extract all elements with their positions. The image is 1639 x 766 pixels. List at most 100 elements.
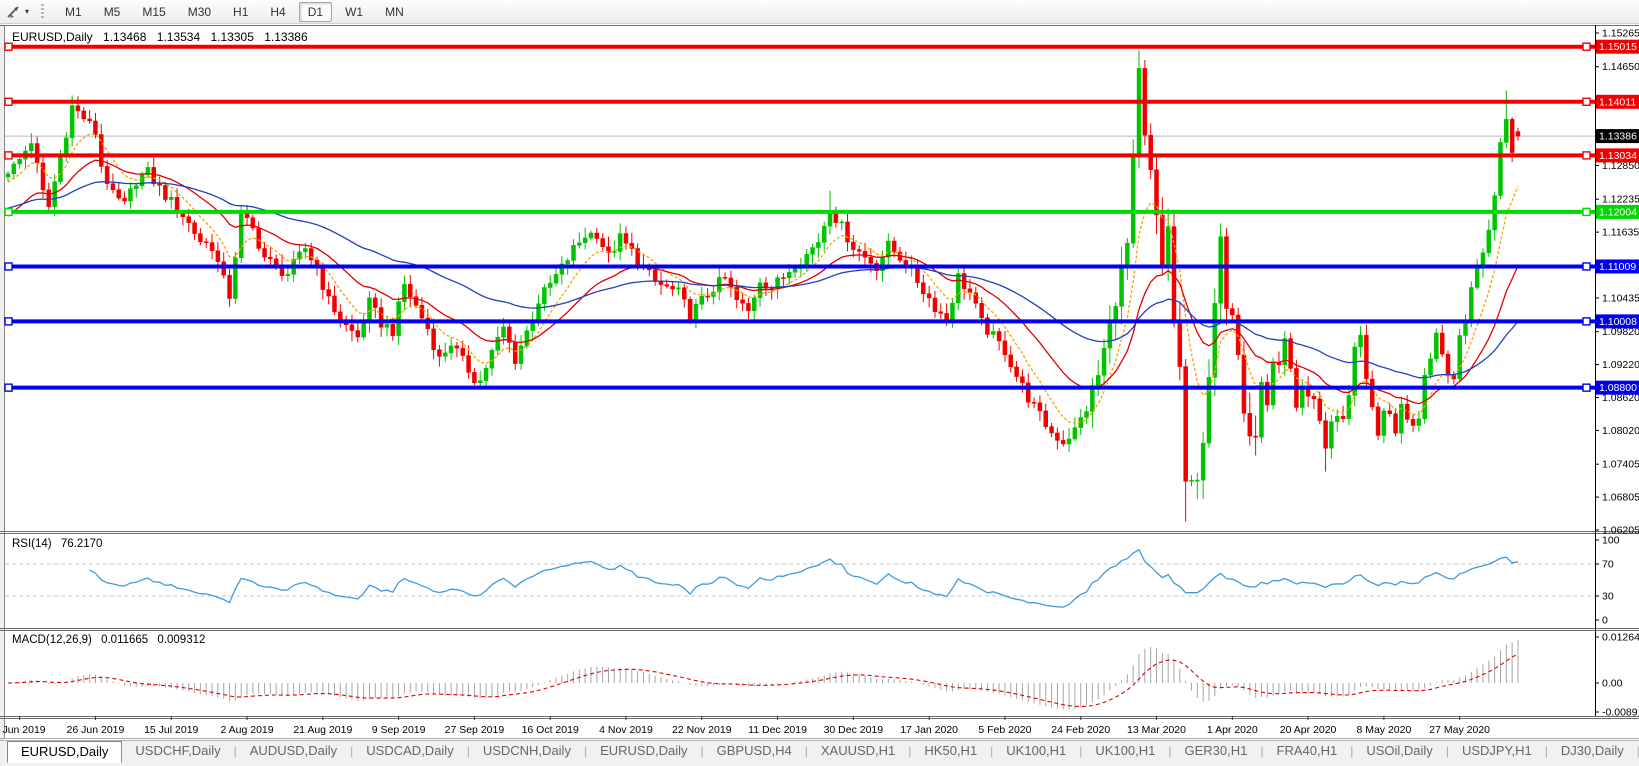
hline-right-anchor	[1582, 42, 1591, 51]
timeframe-button-m5[interactable]: M5	[103, 4, 121, 19]
tab-uk100-h1[interactable]: UK100,H1	[1095, 743, 1156, 758]
price-tick-label: 1.10435	[1602, 292, 1639, 304]
hline-left-anchor	[4, 383, 13, 392]
hline-right-anchor	[1582, 207, 1591, 217]
price-tick-label: 1.09220	[1602, 359, 1639, 371]
chart-tab-bar: EURUSD,Daily USDCHF,Daily | AUDUSD,Daily | US…	[0, 740, 1639, 766]
hline-price-label-box	[1596, 204, 1639, 219]
tab-gbpusd-h4[interactable]: GBPUSD,H4	[716, 743, 792, 758]
hline-price-label-text: 1.10008	[1599, 316, 1637, 328]
price-tick-label: 1.06205	[1602, 525, 1639, 537]
tab-separator: |	[1445, 744, 1449, 758]
tab-separator: |	[908, 744, 912, 758]
toolbar: ▾ M1 M5 M15 M30 H1 H4 D1 W1 MN	[0, 0, 1639, 24]
hline-price-label-text: 1.14011	[1599, 96, 1636, 108]
date-label: 30 Dec 2019	[824, 724, 884, 736]
tab-fra40-h1[interactable]: FRA40,H1	[1276, 743, 1338, 758]
chart-window: 1.15265 1.14650 1.12850 1.12235 1.11635 1.104…	[0, 24, 1639, 740]
timeframe-button-m30[interactable]: M30	[187, 4, 212, 19]
hline-price-label-box	[1596, 39, 1639, 54]
price-tick-label: 1.06805	[1602, 492, 1639, 504]
timeframe-button-m1[interactable]: M1	[65, 4, 82, 19]
crosshair-tool-icon	[7, 5, 19, 18]
tab-separator: |	[583, 744, 588, 758]
date-label: 1 Apr 2020	[1207, 724, 1258, 736]
macd-histogram	[13, 640, 1519, 710]
hline-price-label-box	[1596, 148, 1639, 163]
hline-left-anchor	[4, 317, 13, 326]
price-tick-label: 1.12235	[1602, 194, 1639, 206]
tab-usdjpy-h1[interactable]: USDJPY,H1	[1461, 743, 1532, 758]
price-tick-label: 1.08020	[1602, 425, 1639, 437]
date-label: 27 May 2020	[1429, 724, 1490, 736]
date-label: 20 Apr 2020	[1280, 724, 1337, 736]
rsi-name: RSI(14)	[12, 538, 52, 550]
macd-signal-line	[7, 653, 1519, 708]
tab-xauusd-h1[interactable]: XAUUSD,H1	[820, 743, 896, 758]
rsi-value: 76.2170	[60, 538, 103, 550]
ma-slow-line	[7, 181, 1519, 379]
date-label: 13 Mar 2020	[1127, 724, 1186, 736]
macd-tick-label: 0.012645	[1602, 631, 1639, 643]
tab-eurusd-daily[interactable]: EURUSD,Daily	[7, 741, 123, 763]
candles[interactable]	[5, 50, 1521, 522]
hline-left-anchor	[4, 151, 13, 160]
quote-open: 1.13468	[103, 30, 147, 44]
quote-high: 1.13534	[156, 30, 201, 44]
hline-price-label-text: 1.12004	[1599, 206, 1637, 218]
timeframe-button-h1[interactable]: H1	[233, 4, 249, 19]
timeframe-button-mn[interactable]: MN	[385, 4, 404, 19]
tab-separator: |	[1079, 744, 1083, 758]
price-chart[interactable]: 1.15265 1.14650 1.12850 1.12235 1.11635 1.104…	[0, 24, 1639, 740]
tab-usdchf-daily[interactable]: USDCHF,Daily	[135, 743, 221, 758]
date-label: 22 Nov 2019	[672, 724, 732, 736]
hline-price-label-text: 1.13034	[1599, 150, 1637, 162]
date-label: 7 Jun 2019	[0, 724, 46, 736]
current-price-label-box	[1596, 129, 1639, 144]
macd-value-signal: 0.009312	[157, 634, 206, 646]
tab-separator: |	[990, 744, 994, 758]
date-label: 27 Sep 2019	[445, 724, 505, 736]
tab-usdcad-daily[interactable]: USDCAD,Daily	[366, 743, 454, 758]
hline-left-anchor	[4, 262, 13, 271]
hline-price-label-box	[1596, 259, 1639, 274]
date-label: 21 Aug 2019	[293, 724, 352, 736]
macd-name: MACD(12,26,9)	[12, 634, 92, 646]
timeframe-buttons: M1 M5 M15 M30 H1 H4 D1 W1 MN	[54, 1, 415, 22]
price-tick-label: 1.15265	[1602, 28, 1639, 40]
tab-usdcnh-daily[interactable]: USDCNH,Daily	[482, 743, 571, 758]
timeframe-button-m15[interactable]: M15	[142, 4, 166, 19]
tab-audusd-daily[interactable]: AUDUSD,Daily	[249, 743, 338, 758]
timeframe-button-h4[interactable]: H4	[270, 4, 286, 19]
rsi-tick-label: 100	[1602, 535, 1620, 547]
toolbar-grip[interactable]	[41, 3, 45, 20]
rsi-label: RSI(14) 76.2170	[12, 538, 108, 550]
macd-value-main: 0.011665	[101, 634, 149, 646]
tab-dj30-daily[interactable]: DJ30,Daily	[1560, 743, 1624, 758]
macd-label: MACD(12,26,9) 0.011665 0.009312	[12, 634, 211, 646]
hline-right-anchor	[1582, 262, 1591, 271]
tab-usoil-daily[interactable]: USOil,Daily	[1366, 743, 1433, 758]
tab-separator: |	[1260, 744, 1264, 758]
hline-price-label-text: 1.08800	[1599, 382, 1637, 394]
hline-left-anchor	[4, 97, 13, 106]
tab-separator: |	[350, 744, 354, 758]
date-label: 8 May 2020	[1356, 724, 1411, 736]
date-label: 2 Aug 2019	[220, 724, 273, 736]
tab-hk50-h1[interactable]: HK50,H1	[924, 743, 978, 758]
tab-ger30-h1[interactable]: GER30,H1	[1184, 743, 1248, 758]
price-tick-label: 1.14650	[1602, 61, 1639, 73]
hline-price-label-box	[1596, 94, 1639, 109]
crosshair-tool-button[interactable]: ▾	[0, 3, 33, 21]
tab-uk100-h1[interactable]: UK100,H1	[1006, 743, 1067, 758]
price-tick-label: 1.12850	[1602, 160, 1639, 172]
date-label: 16 Oct 2019	[522, 724, 579, 736]
timeframe-button-w1[interactable]: W1	[345, 4, 364, 19]
rsi-line	[89, 548, 1519, 608]
chevron-down-icon: ▾	[25, 7, 30, 16]
current-price-label-text: 1.13386	[1599, 131, 1637, 143]
tab-eurusd-daily[interactable]: EURUSD,Daily	[600, 743, 688, 758]
macd-tick-label: -0.00891	[1602, 707, 1639, 719]
ma-mid-line	[7, 159, 1519, 405]
timeframe-button-d1[interactable]: D1	[298, 1, 333, 22]
